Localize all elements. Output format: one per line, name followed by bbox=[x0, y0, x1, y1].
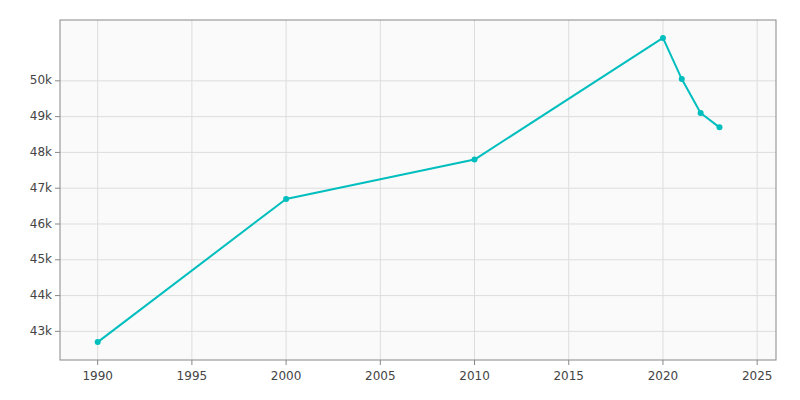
point bbox=[716, 124, 722, 130]
y-grid-line bbox=[60, 116, 776, 117]
x-tick bbox=[662, 360, 663, 365]
x-grid-line bbox=[662, 20, 663, 360]
y-tick-label: 49k bbox=[30, 109, 52, 123]
x-tick bbox=[97, 360, 98, 365]
x-grid-line bbox=[568, 20, 569, 360]
axes: 43k 44k 45k 46k 47k 48k 49k 50k 1990 1995 2000 2005… bbox=[30, 73, 773, 383]
x-tick bbox=[286, 360, 287, 365]
y-tick-label: 47k bbox=[30, 181, 52, 195]
y-tick-label: 43k bbox=[30, 324, 52, 338]
y-tick bbox=[55, 331, 60, 332]
x-tick bbox=[380, 360, 381, 365]
point bbox=[698, 110, 704, 116]
point bbox=[679, 76, 685, 82]
plot-frame bbox=[60, 20, 776, 360]
x-tick-label: 1990 bbox=[82, 369, 113, 383]
x-grid-line bbox=[97, 20, 98, 360]
x-grid-line bbox=[757, 20, 758, 360]
grid bbox=[60, 20, 776, 360]
x-tick bbox=[191, 360, 192, 365]
chart-container: 43k 44k 45k 46k 47k 48k 49k 50k 1990 1995 2000 2005… bbox=[0, 0, 800, 400]
x-tick-label: 1995 bbox=[177, 369, 208, 383]
line bbox=[98, 38, 720, 342]
x-tick-label: 2025 bbox=[742, 369, 773, 383]
x-tick bbox=[474, 360, 475, 365]
y-tick-label: 48k bbox=[30, 145, 52, 159]
y-tick-label: 50k bbox=[30, 73, 52, 87]
y-tick bbox=[55, 152, 60, 153]
y-grid-line bbox=[60, 331, 776, 332]
x-tick bbox=[757, 360, 758, 365]
x-tick bbox=[568, 360, 569, 365]
x-tick-label: 2015 bbox=[553, 369, 584, 383]
x-grid-line bbox=[286, 20, 287, 360]
x-grid-line bbox=[191, 20, 192, 360]
y-grid-line bbox=[60, 295, 776, 296]
page: {"chart_data": {"type": "line", "x": [19… bbox=[0, 0, 800, 400]
y-tick bbox=[55, 116, 60, 117]
plot-area bbox=[60, 20, 776, 360]
point bbox=[283, 196, 289, 202]
y-grid-line bbox=[60, 224, 776, 225]
point bbox=[660, 35, 666, 41]
x-grid-line bbox=[474, 20, 475, 360]
y-tick bbox=[55, 295, 60, 296]
y-tick bbox=[55, 80, 60, 81]
y-tick bbox=[55, 224, 60, 225]
x-tick-label: 2000 bbox=[271, 369, 302, 383]
y-grid-line bbox=[60, 188, 776, 189]
y-tick-label: 45k bbox=[30, 252, 52, 266]
y-grid-line bbox=[60, 80, 776, 81]
y-tick-label: 46k bbox=[30, 217, 52, 231]
chart: 43k 44k 45k 46k 47k 48k 49k 50k 1990 1995 2000 2005… bbox=[0, 0, 800, 400]
x-grid-line bbox=[380, 20, 381, 360]
x-tick-label: 2010 bbox=[459, 369, 490, 383]
point bbox=[472, 157, 478, 163]
y-grid-line bbox=[60, 152, 776, 153]
y-tick-label: 44k bbox=[30, 288, 52, 302]
x-tick-label: 2005 bbox=[365, 369, 396, 383]
y-tick bbox=[55, 259, 60, 260]
series bbox=[95, 35, 723, 345]
y-grid-line bbox=[60, 259, 776, 260]
y-tick bbox=[55, 188, 60, 189]
x-tick-label: 2020 bbox=[648, 369, 679, 383]
point bbox=[95, 339, 101, 345]
